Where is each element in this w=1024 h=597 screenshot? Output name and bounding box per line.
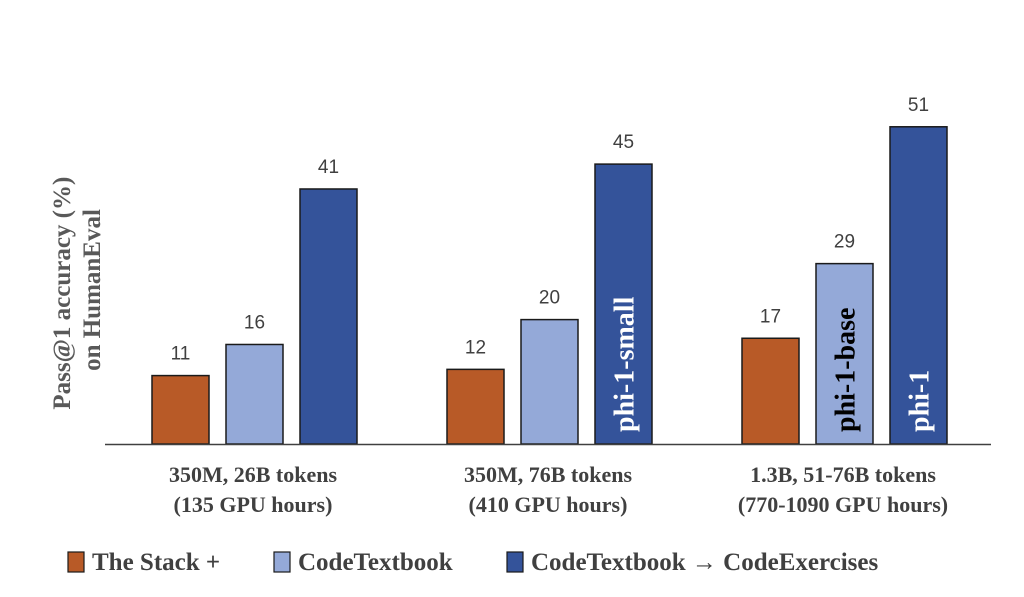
category-label-2-line-1: (770-1090 GPU hours) — [738, 492, 948, 517]
category-label-2-line-0: 1.3B, 51-76B tokens — [750, 462, 936, 487]
data-label-series0-cat1: 12 — [465, 337, 486, 358]
bar-series0-cat2 — [741, 337, 800, 445]
legend-label-0: The Stack + — [92, 549, 220, 576]
legend-swatch-2 — [506, 551, 524, 573]
legend-swatch-1 — [273, 551, 291, 573]
legend-swatch-0 — [67, 551, 85, 573]
bar-series0-cat1 — [446, 368, 505, 445]
category-label-1-line-1: (410 GPU hours) — [469, 492, 628, 517]
bar-series1-cat1 — [520, 318, 579, 445]
category-label-0-line-1: (135 GPU hours) — [174, 492, 333, 517]
bar-series2-cat2 — [889, 126, 948, 445]
y-axis-label-line-1: Pass@1 accuracy (%) — [49, 177, 76, 410]
bar-inner-label-series2-cat1: phi-1-small — [610, 296, 641, 432]
data-label-series1-cat2: 29 — [834, 232, 855, 253]
bars-group: 11 12 17 16 20 29 phi-1-base 41 45 phi-1-small 51 p… — [151, 95, 948, 445]
bar-series1-cat0 — [225, 343, 284, 445]
bar-series2-cat0 — [299, 188, 358, 445]
y-axis-label-line-2: on HumanEval — [79, 209, 106, 371]
data-label-series1-cat1: 20 — [539, 288, 560, 309]
data-label-series0-cat0: 11 — [171, 344, 191, 365]
bar-series1-cat2 — [815, 262, 874, 445]
category-labels: 350M, 26B tokens (135 GPU hours) 350M, 76B… — [169, 462, 948, 517]
legend-label-1: CodeTextbook — [298, 549, 453, 576]
category-label-1-line-0: 350M, 76B tokens — [464, 462, 633, 487]
y-axis-label: Pass@1 accuracy (%) on HumanEval — [49, 170, 106, 409]
data-label-series0-cat2: 17 — [760, 306, 781, 327]
bar-series2-cat1 — [594, 163, 653, 445]
bar-inner-label-series1-cat2: phi-1-base — [831, 308, 862, 432]
legend: The Stack + CodeTextbook CodeTextbook → Co… — [67, 549, 879, 576]
data-label-series1-cat0: 16 — [244, 312, 265, 333]
category-label-0-line-0: 350M, 26B tokens — [169, 462, 338, 487]
bar-inner-label-series2-cat2: phi-1 — [905, 370, 936, 432]
data-label-series2-cat1: 45 — [613, 132, 634, 153]
data-label-series2-cat0: 41 — [318, 157, 339, 178]
data-label-series2-cat2: 51 — [908, 95, 929, 116]
bar-series0-cat0 — [151, 374, 210, 445]
legend-label-2: CodeTextbook → CodeExercises — [531, 549, 879, 576]
